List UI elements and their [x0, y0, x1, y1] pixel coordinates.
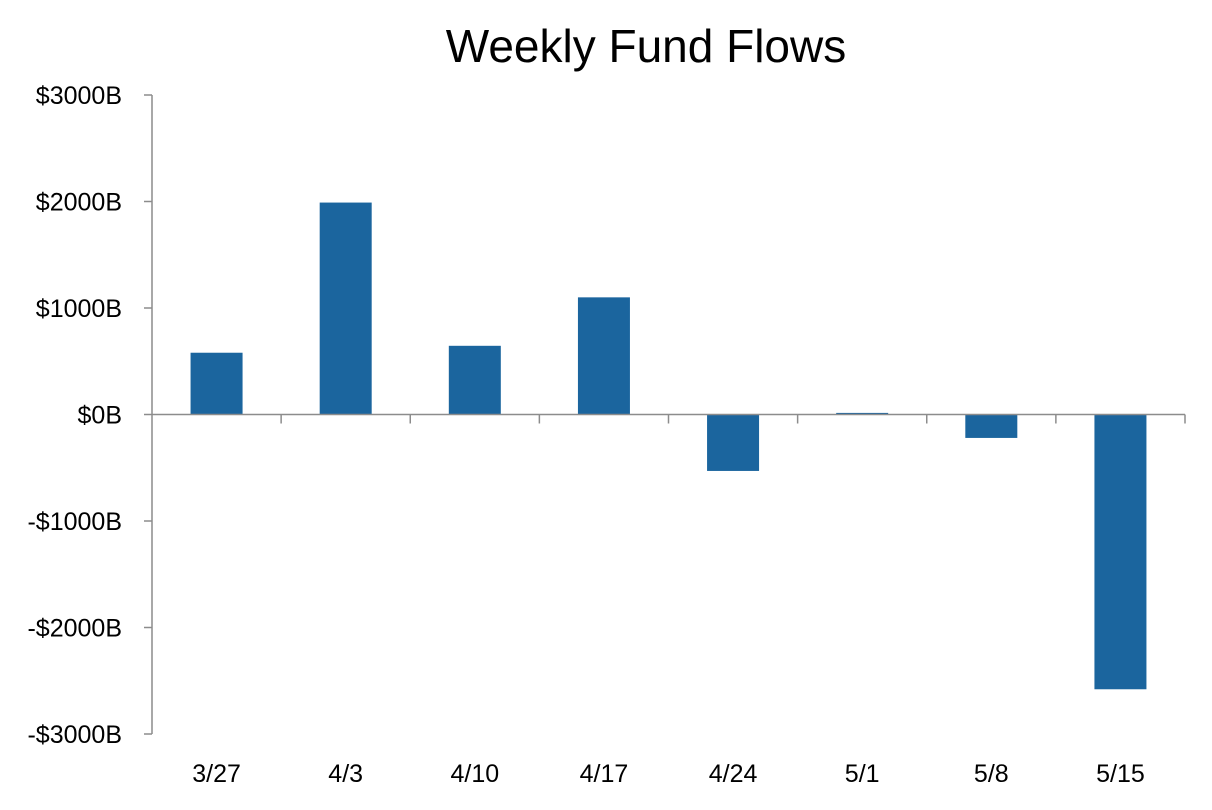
- bar: [190, 352, 243, 415]
- x-tick-label: 4/17: [580, 760, 629, 788]
- bar: [448, 345, 501, 415]
- x-tick-label: 5/15: [1096, 760, 1145, 788]
- x-tick-label: 5/1: [845, 760, 880, 788]
- y-tick-label: $0B: [78, 402, 122, 430]
- y-tick-label: $2000B: [36, 189, 122, 217]
- bar: [319, 202, 372, 415]
- bar: [577, 297, 630, 415]
- y-tick-label: -$3000B: [27, 721, 122, 749]
- y-axis: $3000B $2000B $1000B $0B -$1000B -$2000B -$300…: [27, 82, 153, 749]
- x-tick-label: 4/24: [709, 760, 758, 788]
- chart-title: Weekly Fund Flows: [446, 20, 847, 72]
- bars: [190, 202, 1147, 690]
- x-axis: 3/27 4/3 4/10 4/17 4/24 5/1 5/8 5/15: [152, 413, 1186, 788]
- y-tick-label: $3000B: [36, 82, 122, 110]
- bar: [965, 414, 1018, 438]
- y-tick-label: -$1000B: [27, 508, 122, 536]
- bar: [836, 412, 889, 415]
- x-tick-label: 4/10: [450, 760, 499, 788]
- x-tick-label: 3/27: [192, 760, 241, 788]
- y-tick-label: -$2000B: [27, 615, 122, 643]
- bar: [707, 414, 760, 471]
- x-tick-label: 5/8: [974, 760, 1009, 788]
- bar: [1094, 414, 1147, 690]
- y-tick-label: $1000B: [36, 295, 122, 323]
- x-tick-label: 4/3: [328, 760, 363, 788]
